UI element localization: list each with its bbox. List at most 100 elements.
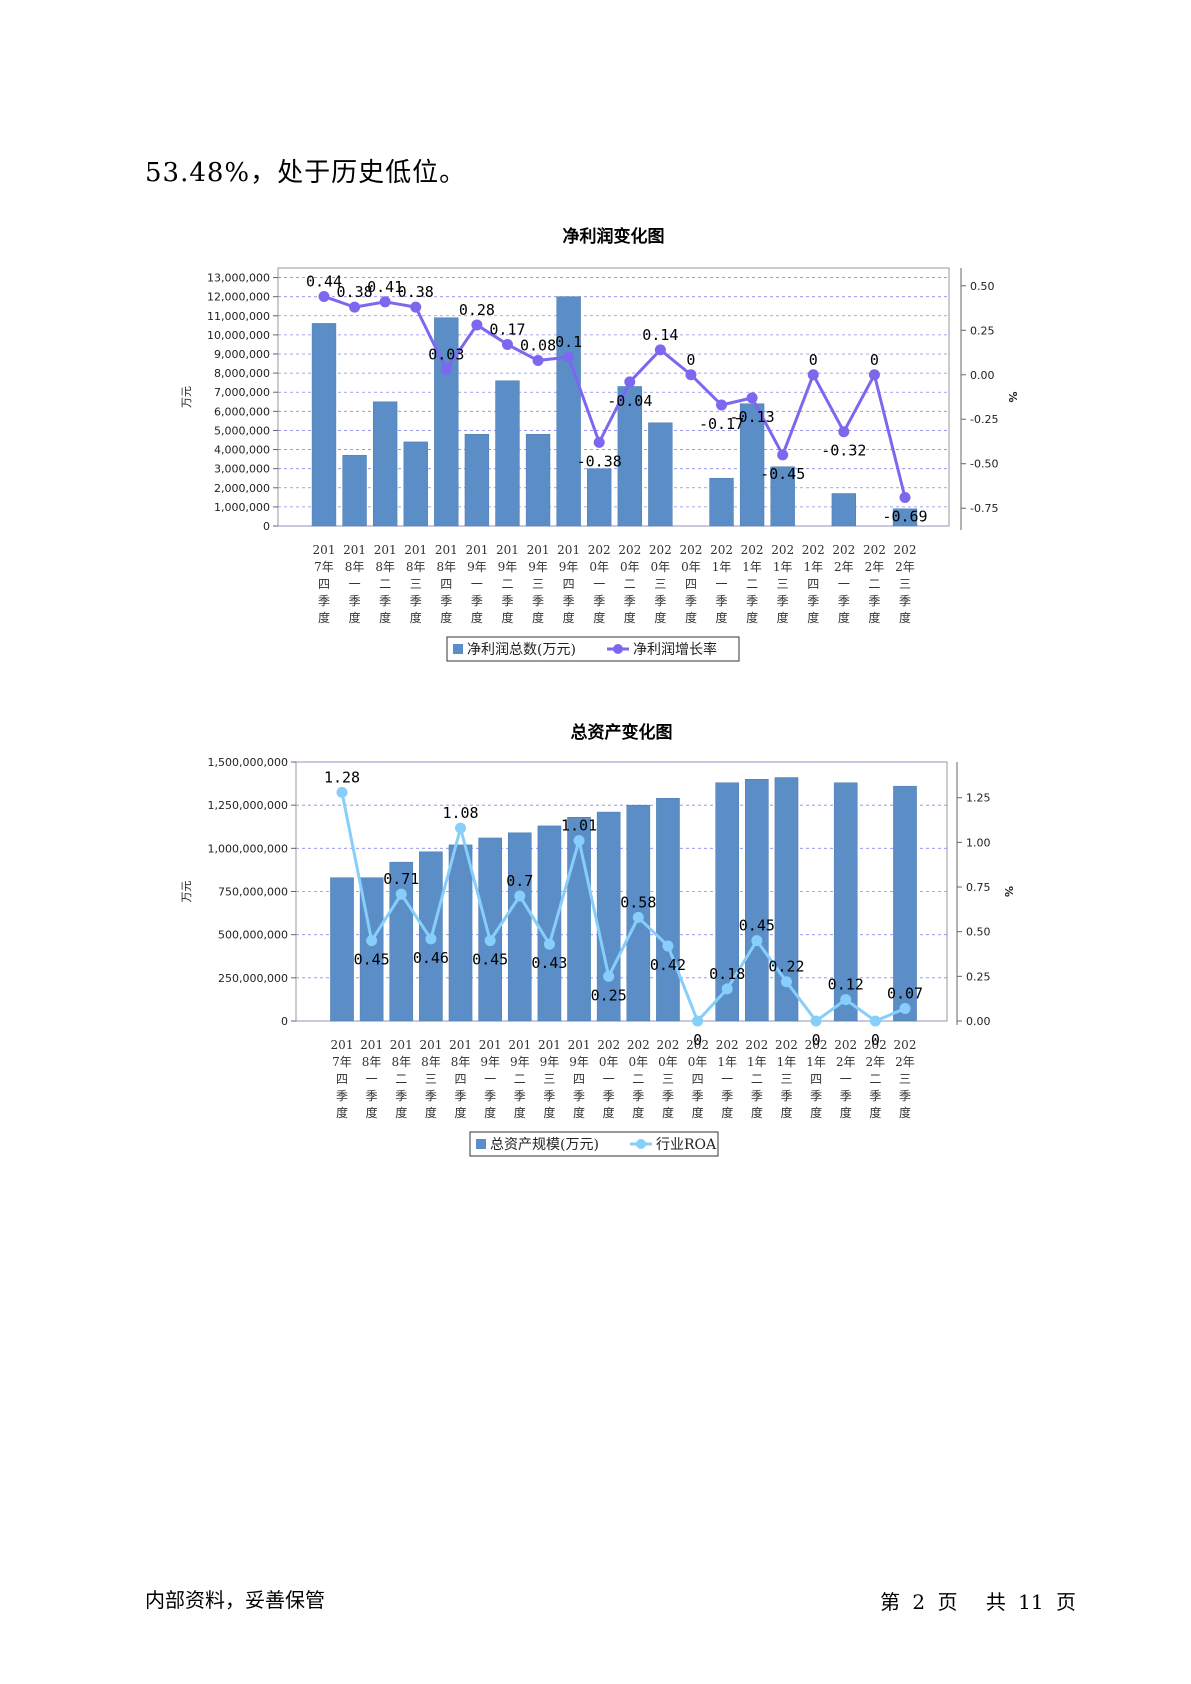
- x-tick-label: 三: [899, 1072, 911, 1086]
- line-point: [379, 296, 391, 308]
- line-point: [716, 399, 728, 411]
- x-tick-label: 7年: [332, 1055, 352, 1069]
- x-tick-label: 三: [780, 1072, 792, 1086]
- x-tick-label: 0年: [681, 560, 701, 574]
- x-tick-label: 度: [662, 1105, 674, 1120]
- line-point: [440, 363, 452, 375]
- x-tick-label: 季: [662, 1089, 674, 1103]
- x-tick-label: 1年: [717, 1055, 737, 1069]
- x-tick-label: 度: [654, 610, 666, 625]
- page-number: 2: [912, 1590, 926, 1614]
- page-label-1: 第: [880, 1590, 900, 1614]
- x-tick-label: 度: [624, 610, 636, 625]
- x-tick-label: 1年: [806, 1055, 826, 1069]
- line-point: [366, 935, 378, 947]
- bar: [709, 477, 734, 527]
- line-point: [501, 339, 513, 351]
- x-tick-label: 8年: [451, 1055, 471, 1069]
- x-tick-label: 季: [455, 1089, 467, 1103]
- x-tick-label: 201: [538, 1038, 561, 1052]
- x-tick-label: 三: [662, 1072, 674, 1086]
- bar: [403, 441, 428, 527]
- data-label: 0.46: [413, 949, 449, 967]
- x-tick-label: 1年: [803, 560, 823, 574]
- line-point: [563, 351, 575, 363]
- x-tick-label: 201: [449, 1038, 472, 1052]
- y-tick-label: 12,000,000: [207, 291, 270, 304]
- x-tick-label: 0年: [688, 1055, 708, 1069]
- data-label: 0.45: [472, 951, 508, 969]
- x-tick-label: 9年: [480, 1055, 500, 1069]
- x-tick-label: 1年: [747, 1055, 767, 1069]
- y2-tick-label: 0.00: [966, 1015, 991, 1028]
- x-tick-label: 二: [869, 1072, 881, 1086]
- y-tick-label: 1,000,000,000: [208, 842, 288, 855]
- y-tick-label: 10,000,000: [207, 329, 270, 342]
- x-tick-label: 一: [471, 577, 483, 591]
- line-point: [685, 369, 697, 381]
- x-tick-label: 0年: [599, 1055, 619, 1069]
- x-tick-label: 度: [440, 610, 452, 625]
- y2-tick-label: 0.50: [966, 926, 991, 939]
- x-tick-label: 度: [455, 1105, 467, 1120]
- x-tick-label: 度: [336, 1105, 348, 1120]
- line-point: [336, 786, 348, 798]
- x-tick-label: 201: [374, 543, 397, 557]
- x-tick-label: 202: [618, 543, 641, 557]
- x-tick-label: 201: [527, 543, 550, 557]
- x-tick-label: 三: [654, 577, 666, 591]
- x-tick-label: 季: [716, 594, 728, 608]
- x-tick-label: 201: [390, 1038, 413, 1052]
- data-label: 0.38: [337, 283, 373, 301]
- x-tick-label: 四: [563, 577, 575, 591]
- x-tick-label: 二: [514, 1072, 526, 1086]
- bar: [507, 832, 532, 1022]
- y-tick-label: 250,000,000: [218, 972, 288, 985]
- x-tick-label: 201: [496, 543, 519, 557]
- y-tick-label: 500,000,000: [218, 929, 288, 942]
- y-tick-label: 3,000,000: [214, 463, 270, 476]
- data-label: 0.38: [398, 283, 434, 301]
- x-tick-label: 202: [775, 1038, 798, 1052]
- x-tick-label: 度: [899, 610, 911, 625]
- x-tick-label: 三: [410, 577, 422, 591]
- bar: [774, 777, 799, 1022]
- x-tick-label: 四: [336, 1072, 348, 1086]
- y-tick-label: 1,500,000,000: [208, 756, 288, 769]
- line-point: [868, 369, 880, 381]
- x-tick-label: 9年: [540, 1055, 560, 1069]
- x-tick-label: 季: [484, 1089, 496, 1103]
- line-point: [899, 492, 911, 504]
- x-tick-label: 一: [721, 1072, 733, 1086]
- x-tick-label: 三: [425, 1072, 437, 1086]
- x-tick-label: 度: [410, 610, 422, 625]
- x-tick-label: 202: [649, 543, 672, 557]
- x-tick-label: 度: [318, 610, 330, 625]
- x-tick-label: 季: [807, 594, 819, 608]
- y2-tick-label: 0.25: [970, 324, 995, 337]
- bar: [833, 782, 858, 1022]
- x-tick-label: 度: [593, 610, 605, 625]
- y2-tick-label: -0.25: [970, 413, 998, 426]
- x-tick-label: 2年: [895, 1055, 915, 1069]
- line-point: [692, 1015, 704, 1027]
- x-tick-label: 202: [627, 1038, 650, 1052]
- x-tick-label: 9年: [528, 560, 548, 574]
- x-tick-label: 7年: [314, 560, 334, 574]
- x-tick-label: 度: [501, 610, 513, 625]
- x-tick-label: 季: [543, 1089, 555, 1103]
- line-point: [654, 344, 666, 356]
- x-tick-label: 四: [573, 1072, 585, 1086]
- x-tick-label: 三: [543, 1072, 555, 1086]
- x-tick-label: 201: [508, 1038, 531, 1052]
- x-tick-label: 度: [780, 1105, 792, 1120]
- data-label: 0.45: [739, 917, 775, 935]
- x-tick-label: 202: [863, 543, 886, 557]
- bar: [715, 782, 740, 1022]
- data-label: 0.43: [531, 954, 567, 972]
- x-tick-label: 202: [716, 1038, 739, 1052]
- data-label: -0.45: [760, 465, 805, 483]
- bar: [434, 317, 459, 527]
- line-point: [840, 994, 852, 1006]
- x-tick-label: 8年: [375, 560, 395, 574]
